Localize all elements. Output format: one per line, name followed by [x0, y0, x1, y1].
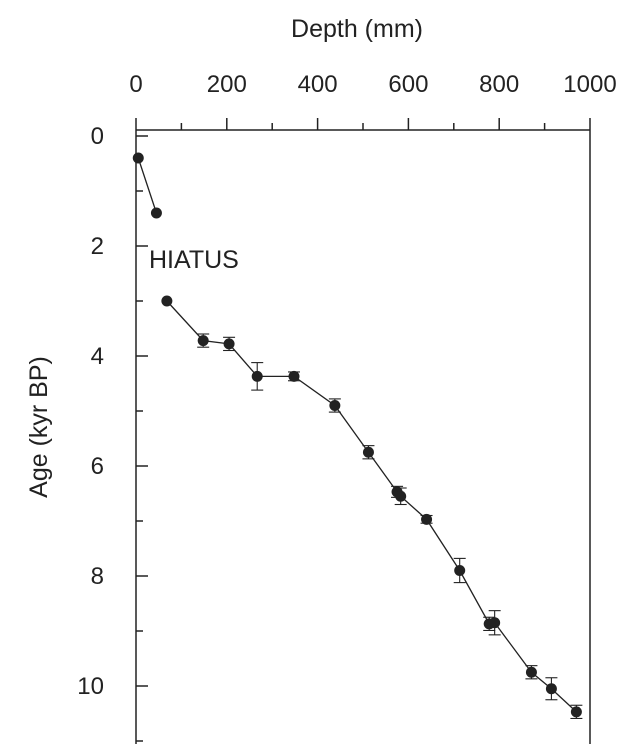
data-point: [421, 513, 433, 525]
data-point: [288, 370, 300, 382]
data-point: [329, 400, 341, 411]
series-line: [137, 157, 158, 214]
y-tick-label: 8: [91, 563, 104, 590]
data-point: [489, 617, 501, 629]
y-axis-title: Age (kyr BP): [25, 356, 53, 498]
y-tick-label: 4: [91, 343, 104, 370]
data-point: [362, 446, 374, 458]
data-point: [161, 295, 173, 307]
y-tick-label: 2: [91, 233, 104, 260]
hiatus-annotation: HIATUS: [149, 246, 239, 274]
data-point: [570, 706, 582, 718]
series-line: [166, 300, 577, 713]
x-tick-label: 200: [207, 71, 247, 98]
y-tick-label: 10: [77, 673, 104, 700]
x-tick-label: 800: [479, 71, 519, 98]
y-tick-label: 6: [91, 453, 104, 480]
plot-frame: [135, 129, 591, 744]
data-point: [525, 666, 537, 678]
x-tick-label: 1000: [563, 71, 616, 98]
data-point: [251, 370, 263, 382]
data-point: [545, 683, 557, 695]
y-tick-label: 0: [91, 123, 104, 150]
data-series: [132, 152, 583, 720]
x-axis-ticks: 0 200 400 600 800 1000: [129, 71, 617, 130]
data-point: [132, 152, 144, 164]
data-point: [454, 565, 466, 576]
x-tick-label: 600: [388, 71, 428, 98]
x-tick-label: 0: [129, 71, 142, 98]
y-axis-ticks: 0 2 4 6 8 10: [77, 123, 148, 742]
x-axis-title: Depth (mm): [291, 15, 423, 43]
x-tick-label: 400: [298, 71, 338, 98]
data-point: [223, 338, 235, 350]
data-point: [150, 207, 162, 219]
data-point: [395, 490, 407, 502]
data-point: [197, 335, 209, 347]
